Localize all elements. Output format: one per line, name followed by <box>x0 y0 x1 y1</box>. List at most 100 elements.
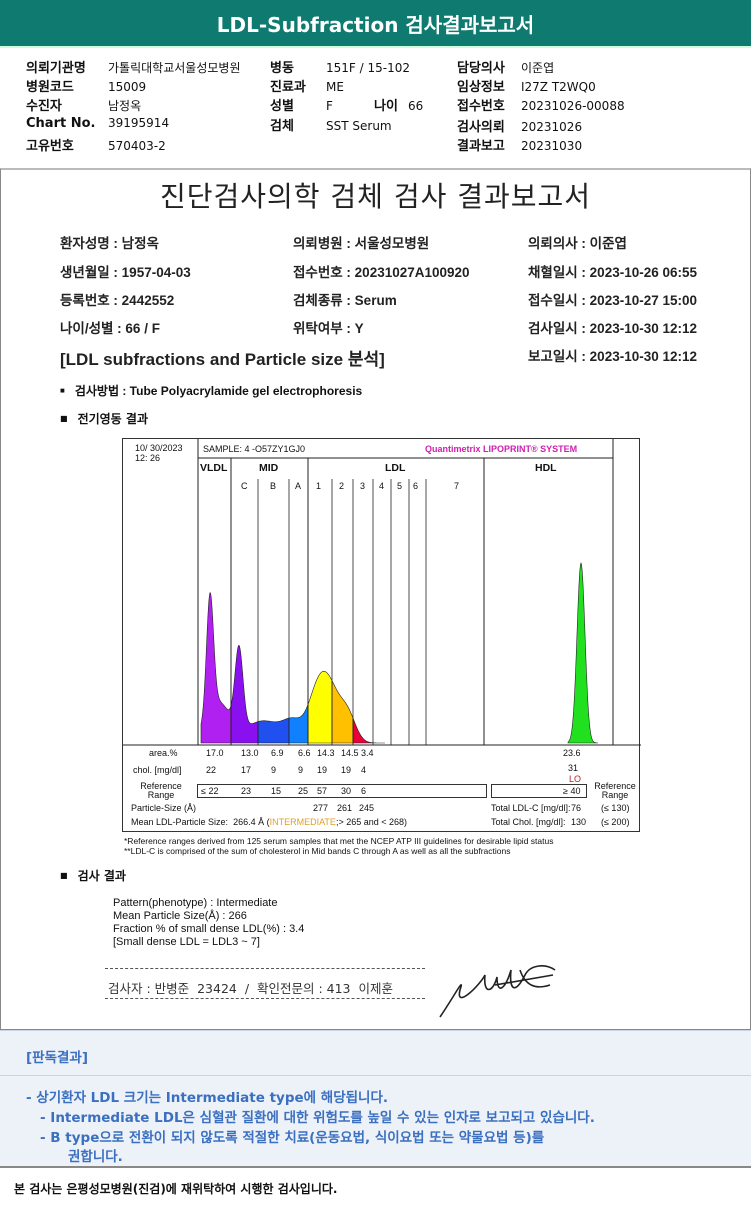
info-label: 검체 <box>270 119 294 134</box>
report-title: 진단검사의학 검체 검사 결과보고서 <box>159 180 592 213</box>
group-ldl: LDL <box>385 462 406 474</box>
info-value: 15009 <box>108 80 147 94</box>
info-value: 66 <box>408 99 424 113</box>
density-band <box>257 717 290 744</box>
info-label: 검사의뢰 <box>457 120 505 135</box>
chol-value: 17 <box>241 765 252 775</box>
birth-date: 생년월일 : 1957-04-03 <box>60 265 191 280</box>
brand-label: Quantimetrix LIPOPRINT® SYSTEM <box>425 444 578 454</box>
total-chol-label: Total Chol. [mg/dl]: <box>491 817 566 827</box>
signature-line: 검사자 : 반병준 23424 / 확인전문의 : 413 이제훈 <box>108 981 393 996</box>
particle-size: 277 <box>313 803 329 813</box>
band-label: 7 <box>454 481 460 491</box>
area-value: 14.5 <box>341 748 359 758</box>
group-hdl: HDL <box>535 462 557 474</box>
band-label: 3 <box>360 481 366 491</box>
report-time: 보고일시 : 2023-10-30 12:12 <box>528 349 698 364</box>
specimen-type: 검체종류 : Serum <box>293 293 397 308</box>
test-time: 검사일시 : 2023-10-30 12:12 <box>528 321 698 336</box>
hdl-area: 23.6 <box>563 748 581 758</box>
receipt-number: 접수번호 : 20231027A100920 <box>293 265 470 280</box>
report-header-title: LDL-Subfraction 검사결과보고서 <box>0 0 751 48</box>
area-value: 13.0 <box>241 748 259 758</box>
mean-size-range: > 265 and < 268) <box>338 817 408 827</box>
info-label: 임상정보 <box>457 80 505 95</box>
band-label: 4 <box>379 481 385 491</box>
referring-hospital: 의뢰병원 : 서울성모병원 <box>293 236 430 251</box>
info-value: SST Serum <box>326 119 392 133</box>
info-value: 39195914 <box>108 116 170 130</box>
info-value: ME <box>326 80 344 94</box>
footer: 본 검사는 은평성모병원(진검)에 재위탁하여 시행한 검사입니다. <box>0 1166 751 1214</box>
result-definition: [Small dense LDL = LDL3 ~ 7] <box>113 936 260 948</box>
interpretation-line: 권합니다. <box>68 1149 123 1165</box>
patient-name: 환자성명 : 남정옥 <box>60 236 159 251</box>
info-label: 결과보고 <box>457 139 505 154</box>
ref-value: 23 <box>241 786 252 796</box>
registration-number: 등록번호 : 2442552 <box>60 293 175 308</box>
result-mean-size: Mean Particle Size(Å) : 266 <box>113 910 247 922</box>
result-pattern: Pattern(phenotype) : Intermediate <box>113 897 278 909</box>
group-mid: MID <box>259 462 279 474</box>
divider <box>105 968 425 969</box>
info-label: 수진자 <box>26 99 62 114</box>
info-label: 담당의사 <box>457 61 505 76</box>
band-label: 5 <box>397 481 403 491</box>
particle-size-label: Particle-Size (Å) <box>131 803 197 813</box>
mean-size-class: INTERMEDIATE <box>269 817 336 827</box>
info-value: I27Z T2WQ0 <box>521 80 596 94</box>
density-band <box>230 644 259 744</box>
interpretation-panel: [판독결과] - 상기환자 LDL 크기는 Intermediate type에… <box>0 1030 751 1166</box>
particle-size: 245 <box>359 803 375 813</box>
ref-value: 15 <box>271 786 282 796</box>
receipt-time: 접수일시 : 2023-10-27 15:00 <box>528 293 698 308</box>
total-ldl: 76 <box>571 803 582 813</box>
chol-value: 19 <box>341 765 352 775</box>
info-value: 이준엽 <box>521 61 555 75</box>
signature-icon <box>439 965 556 1018</box>
info-label: 접수번호 <box>457 99 505 114</box>
referring-doctor: 의뢰의사 : 이준엽 <box>528 236 627 251</box>
total-ldl-label: Total LDL-C [mg/dl]: <box>491 803 571 813</box>
band-label: C <box>241 481 248 491</box>
info-col3: 담당의사 이준엽 임상정보 I27Z T2WQ0 접수번호 20231026-0008… <box>457 57 625 154</box>
ref-label: Reference Range <box>140 781 182 800</box>
chol-value: 9 <box>271 765 277 775</box>
hdl-ref: ≥ 40 <box>563 786 581 796</box>
info-value: 151F / 15-102 <box>326 61 410 75</box>
sample-id: SAMPLE: 4 -O57ZY1GJ0 <box>203 444 306 454</box>
area-value: 17.0 <box>206 748 224 758</box>
total-chol: 130 <box>571 817 587 827</box>
area-value: 6.9 <box>271 748 284 758</box>
interpretation-line: - B type으로 전환이 되지 않도록 적절한 치료(운동요법, 식이요법 … <box>40 1130 545 1146</box>
band-label: 1 <box>316 481 322 491</box>
info-col2: 병동 151F / 15-102 진료과 ME 성별 F 나이 66 검체 SST Seru… <box>270 57 423 134</box>
info-value: 남정옥 <box>108 99 142 113</box>
electrophoresis-title: 전기영동 결과 <box>60 410 148 427</box>
chart-time: 12: 26 <box>135 453 161 463</box>
footnote-2: **LDL-C is comprised of the sum of chole… <box>124 846 511 856</box>
hdl-flag: LO <box>569 774 582 784</box>
chart-date: 10/ 30/2023 <box>135 443 183 453</box>
ref-value: 6 <box>361 786 367 796</box>
chol-value: 9 <box>298 765 304 775</box>
hdl-chol: 31 <box>568 763 579 773</box>
density-band <box>200 592 232 744</box>
ref-value: 57 <box>317 786 328 796</box>
density-band <box>352 717 385 744</box>
chol-value: 22 <box>206 765 217 775</box>
footer-note: 본 검사는 은평성모병원(진검)에 재위탁하여 시행한 검사입니다. <box>14 1182 338 1196</box>
info-value: 20231026 <box>521 120 583 134</box>
section-title: [LDL subfractions and Particle size 분석] <box>60 350 385 369</box>
area-value: 6.6 <box>298 748 311 758</box>
density-band <box>567 562 598 744</box>
info-label: 진료과 <box>270 80 306 95</box>
ref-value: ≤ 22 <box>201 786 219 796</box>
particle-size: 261 <box>337 803 353 813</box>
mean-size-line: Mean LDL-Particle Size: 266.4 Å (INTERME… <box>131 817 408 827</box>
info-label: 병동 <box>270 61 294 76</box>
ref-value: 25 <box>298 786 309 796</box>
info-label: Chart No. <box>26 116 96 131</box>
area-value: 3.4 <box>361 748 374 758</box>
ref-range-box-hdl <box>491 784 587 798</box>
